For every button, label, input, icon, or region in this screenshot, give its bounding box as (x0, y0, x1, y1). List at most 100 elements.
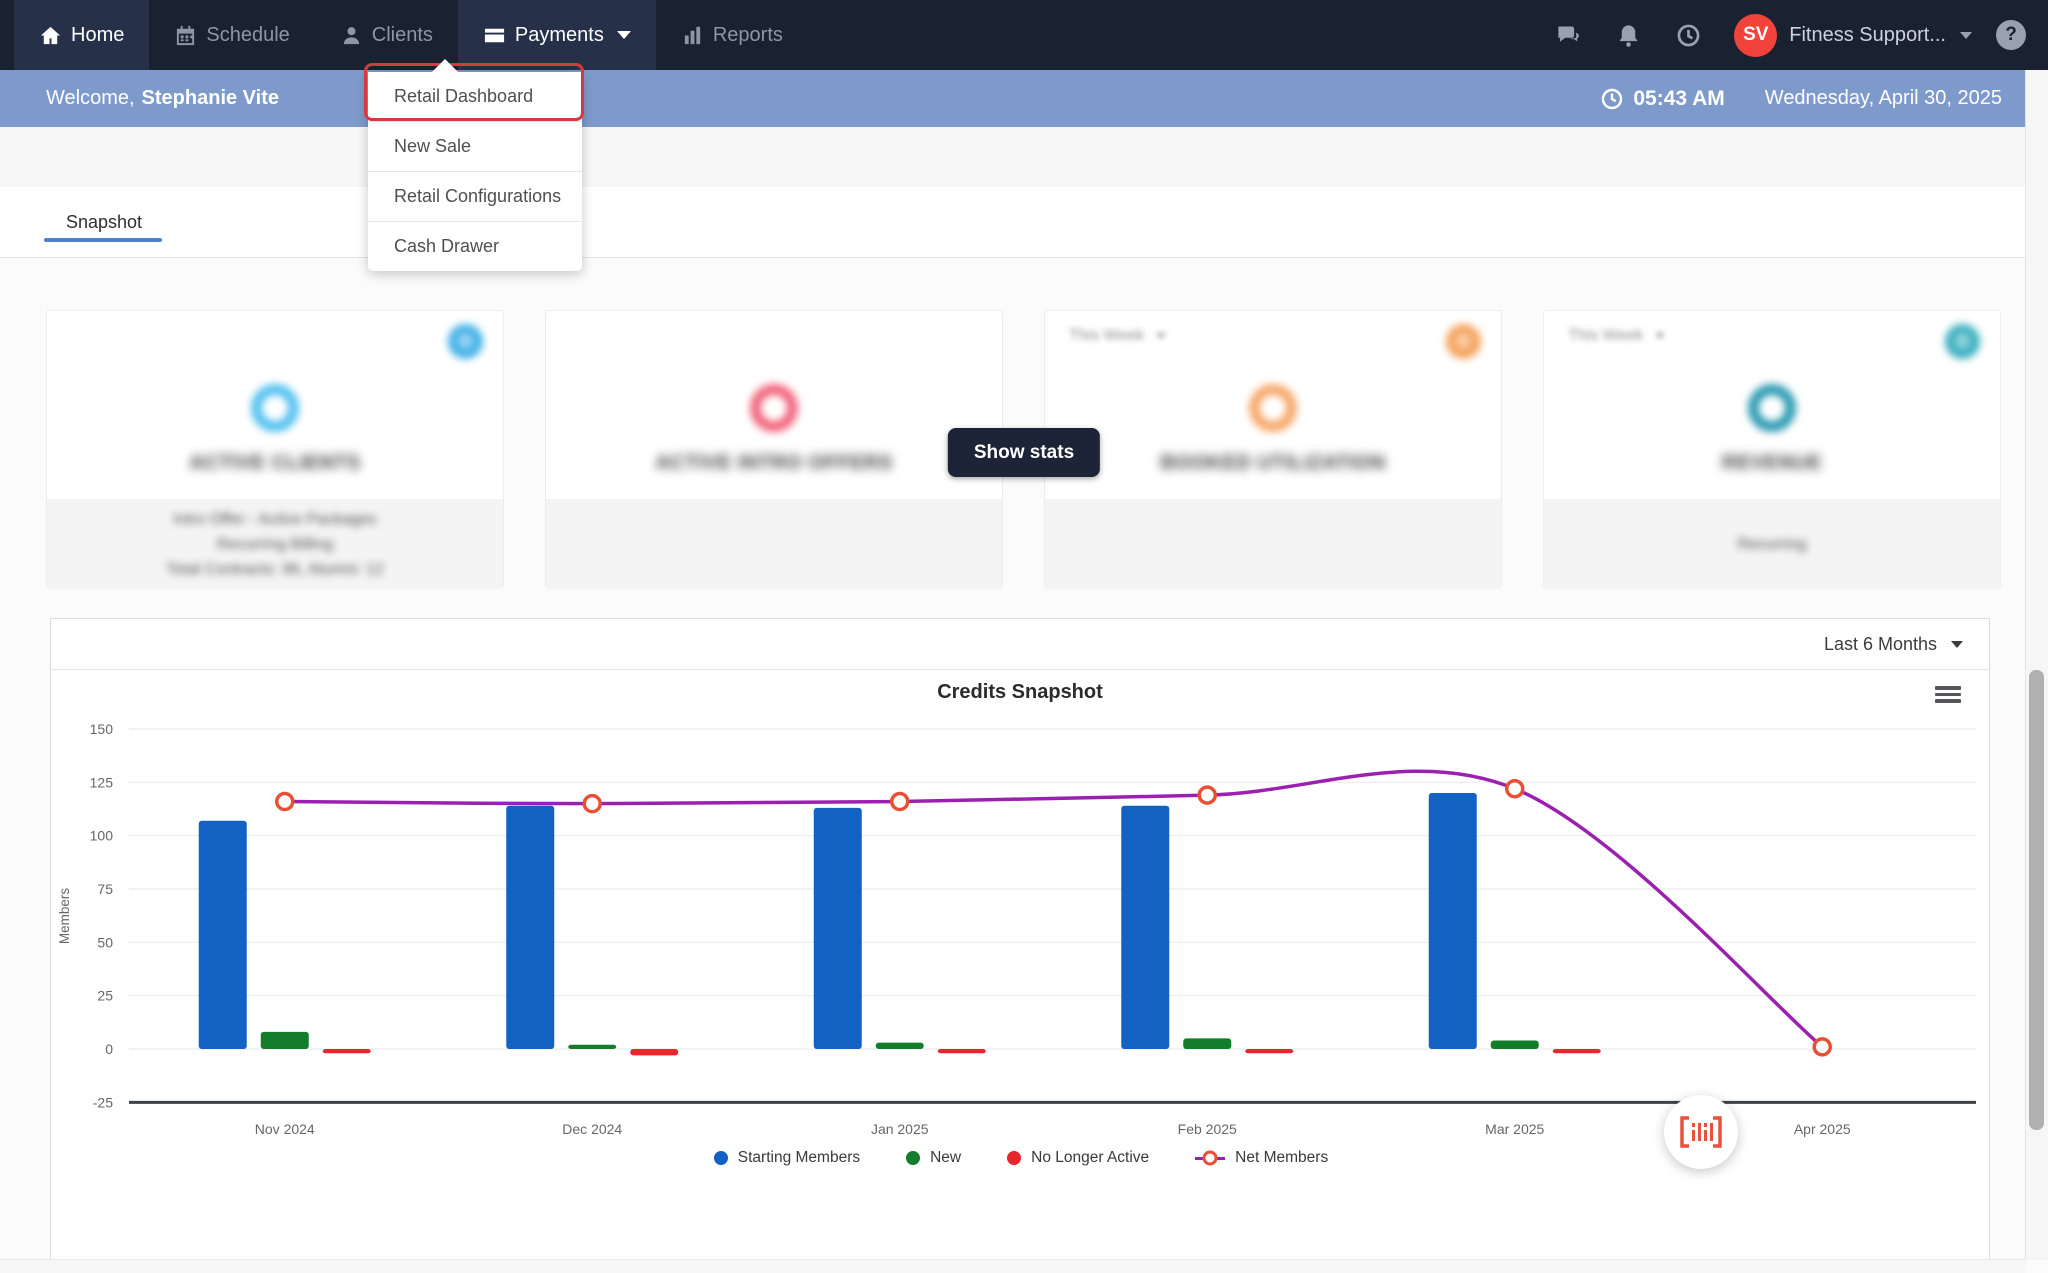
y-tick-label: -25 (93, 1094, 113, 1110)
card-period-label: This Week (1568, 327, 1643, 345)
menu-item-cash-drawer[interactable]: Cash Drawer (368, 221, 582, 271)
net-members-marker (584, 796, 600, 812)
card-period-label: This Week (1069, 327, 1144, 345)
bar-new (876, 1043, 924, 1049)
legend-dot-icon (906, 1151, 920, 1165)
calendar-icon (174, 24, 197, 47)
stat-donut (1249, 384, 1297, 432)
gear-icon[interactable] (448, 324, 483, 359)
legend-item-net-members[interactable]: Net Members (1195, 1149, 1328, 1167)
barcode-scan-button[interactable] (1664, 1095, 1738, 1169)
tab-snapshot[interactable]: Snapshot (66, 187, 142, 257)
chart-title: Credits Snapshot (51, 681, 1989, 704)
account-menu[interactable]: Fitness Support... (1789, 24, 1972, 47)
date-range-selector[interactable]: Last 6 Months (1824, 634, 1963, 655)
legend-label: Starting Members (738, 1149, 860, 1167)
stat-card-footer (546, 499, 1002, 589)
stat-card-booked-utilization: This Week BOOKED UTILIZATION (1044, 310, 1502, 588)
card-period-selector[interactable]: This Week (1069, 327, 1166, 345)
chart-panel-header: Last 6 Months (51, 619, 1989, 670)
bar-starting-members (1121, 806, 1169, 1049)
legend-item-no-longer-active[interactable]: No Longer Active (1007, 1149, 1149, 1167)
y-axis-title: Members (57, 888, 72, 945)
nav-schedule[interactable]: Schedule (149, 0, 314, 70)
stat-card-footer: Intro Offer - Active Packages Recurring … (47, 499, 503, 589)
active-tab-underline (44, 238, 162, 242)
net-members-marker (1814, 1039, 1830, 1055)
credit-card-icon (483, 24, 506, 47)
y-tick-label: 125 (90, 774, 114, 790)
notifications-bell-icon (1615, 22, 1642, 49)
stat-card-body: ACTIVE INTRO OFFERS (546, 311, 1002, 499)
help-icon[interactable] (1996, 20, 2026, 50)
stat-donut (251, 384, 299, 432)
footer-line: Recurring Billing (217, 532, 334, 557)
nav-payments[interactable]: Payments (458, 0, 656, 70)
net-members-marker (1199, 787, 1215, 803)
nav-payments-label: Payments (515, 24, 604, 47)
chevron-down-icon (1951, 641, 1963, 648)
footer-line: Total Contracts: 96, Alumni: 12 (167, 557, 384, 582)
gear-icon[interactable] (1945, 324, 1980, 359)
stat-card-title: ACTIVE INTRO OFFERS (655, 452, 892, 475)
nav-reports[interactable]: Reports (656, 0, 808, 70)
menu-item-retail-dashboard[interactable]: Retail Dashboard (368, 72, 582, 121)
vertical-scrollbar-thumb[interactable] (2029, 670, 2044, 1130)
stat-card-body: This Week REVENUE (1544, 311, 2000, 499)
bar-starting-members (1429, 793, 1477, 1049)
menu-item-new-sale[interactable]: New Sale (368, 121, 582, 171)
user-name: Stephanie Vite (142, 87, 279, 110)
barcode-scan-icon (1678, 1115, 1724, 1149)
account-label: Fitness Support... (1789, 24, 1946, 47)
stat-card-title: BOOKED UTILIZATION (1160, 452, 1385, 475)
bar-new (1183, 1038, 1231, 1049)
current-time: 05:43 AM (1633, 87, 1724, 111)
stat-card-active-intro-offers: ACTIVE INTRO OFFERS (545, 310, 1003, 588)
notifications-button[interactable] (1598, 22, 1658, 49)
hamburger-menu-icon[interactable] (1935, 683, 1961, 706)
legend-dot-icon (714, 1151, 728, 1165)
tab-snapshot-label: Snapshot (66, 212, 142, 233)
card-period-selector[interactable]: This Week (1568, 327, 1665, 345)
net-members-legend-icon (1195, 1150, 1225, 1166)
legend-label: New (930, 1149, 961, 1167)
bar-new (568, 1045, 616, 1049)
clock-icon (1600, 87, 1624, 111)
history-button[interactable] (1658, 22, 1718, 49)
bar-starting-members (814, 808, 862, 1049)
footer-line: Recurring (1737, 532, 1806, 557)
bar-chart-icon (681, 24, 704, 47)
chevron-down-icon (1655, 333, 1665, 339)
vertical-scrollbar[interactable] (2025, 70, 2048, 1260)
net-members-marker (277, 794, 293, 810)
tab-strip: Snapshot (0, 187, 2048, 258)
menu-item-retail-configurations[interactable]: Retail Configurations (368, 171, 582, 221)
nav-home[interactable]: Home (14, 0, 149, 70)
legend-item-starting-members[interactable]: Starting Members (714, 1149, 860, 1167)
stat-card-footer (1045, 499, 1501, 589)
y-tick-label: 0 (105, 1041, 113, 1057)
y-tick-label: 50 (97, 934, 113, 950)
bar-starting-members (199, 821, 247, 1049)
legend-item-new[interactable]: New (906, 1149, 961, 1167)
chat-icon (1555, 22, 1582, 49)
stat-card-body: ACTIVE CLIENTS (47, 311, 503, 499)
nav-home-label: Home (71, 24, 124, 47)
nav-reports-label: Reports (713, 24, 783, 47)
bar-starting-members (506, 806, 554, 1049)
stat-donut (1748, 384, 1796, 432)
stat-card-footer: Recurring (1544, 499, 2000, 589)
date-range-label: Last 6 Months (1824, 634, 1937, 655)
bar-no-longer-active (938, 1049, 986, 1053)
gear-icon[interactable] (1446, 324, 1481, 359)
avatar[interactable]: SV (1734, 14, 1777, 57)
chat-button[interactable] (1538, 22, 1598, 49)
datetime-display: 05:43 AM Wednesday, April 30, 2025 (1600, 87, 2002, 111)
net-members-marker (1507, 781, 1523, 797)
show-stats-button[interactable]: Show stats (948, 428, 1100, 477)
horizontal-scrollbar[interactable] (0, 1259, 2026, 1273)
navbar-right: SV Fitness Support... (1538, 0, 2048, 70)
stat-card-title: ACTIVE CLIENTS (189, 452, 360, 475)
bar-no-longer-active (1245, 1049, 1293, 1053)
stat-card-active-clients: ACTIVE CLIENTS Intro Offer - Active Pack… (46, 310, 504, 588)
